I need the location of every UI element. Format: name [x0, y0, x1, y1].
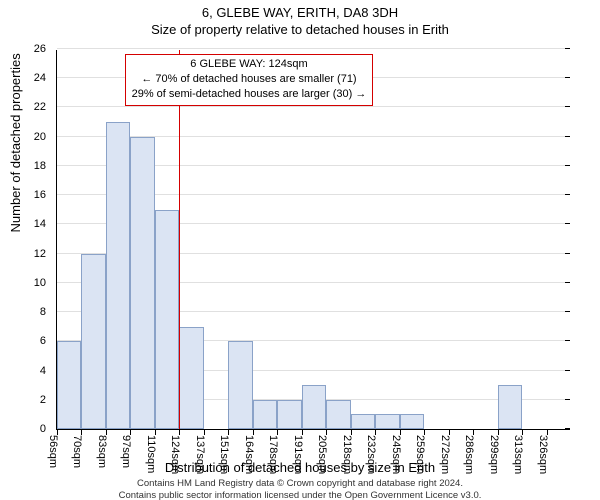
- histogram-bar: [253, 400, 277, 429]
- x-tick-mark: [228, 430, 229, 435]
- histogram-bar: [57, 341, 81, 429]
- histogram-bar: [326, 400, 350, 429]
- gridline: [57, 106, 570, 107]
- y-tick-mark: [565, 165, 570, 166]
- histogram-bar: [351, 414, 375, 429]
- histogram-bar: [498, 385, 522, 429]
- plot-wrap: 0246810121416182022242656sqm70sqm83sqm97…: [56, 50, 570, 430]
- y-tick-label: 8: [40, 306, 57, 318]
- plot-area: 0246810121416182022242656sqm70sqm83sqm97…: [56, 50, 570, 430]
- annotation-line2: ← 70% of detached houses are smaller (71…: [132, 72, 367, 87]
- x-tick-mark: [326, 430, 327, 435]
- y-tick-mark: [565, 282, 570, 283]
- histogram-bar: [81, 254, 105, 429]
- y-axis-label: Number of detached properties: [8, 53, 23, 232]
- y-tick-mark: [565, 311, 570, 312]
- x-tick-mark: [449, 430, 450, 435]
- y-tick-label: 6: [40, 335, 57, 347]
- y-tick-mark: [565, 399, 570, 400]
- x-axis-label: Distribution of detached houses by size …: [0, 460, 600, 475]
- x-tick-mark: [155, 430, 156, 435]
- histogram-bar: [155, 210, 179, 429]
- y-tick-mark: [565, 77, 570, 78]
- chart-title: 6, GLEBE WAY, ERITH, DA8 3DH: [0, 4, 600, 22]
- x-tick-mark: [522, 430, 523, 435]
- histogram-bar: [277, 400, 301, 429]
- x-tick-mark: [57, 430, 58, 435]
- histogram-bar: [228, 341, 252, 429]
- y-tick-label: 26: [34, 43, 57, 55]
- x-tick-mark: [498, 430, 499, 435]
- y-tick-mark: [565, 253, 570, 254]
- histogram-bar: [400, 414, 424, 429]
- x-tick-mark: [81, 430, 82, 435]
- x-tick-mark: [547, 430, 548, 435]
- histogram-bar: [375, 414, 399, 429]
- y-tick-mark: [565, 136, 570, 137]
- x-tick-mark: [253, 430, 254, 435]
- x-tick-mark: [302, 430, 303, 435]
- y-tick-label: 18: [34, 160, 57, 172]
- gridline: [57, 48, 570, 49]
- y-tick-label: 2: [40, 394, 57, 406]
- y-tick-label: 16: [34, 189, 57, 201]
- y-tick-label: 24: [34, 72, 57, 84]
- annotation-box: 6 GLEBE WAY: 124sqm← 70% of detached hou…: [125, 54, 374, 106]
- x-tick-mark: [424, 430, 425, 435]
- y-tick-label: 22: [34, 101, 57, 113]
- footer-attribution: Contains HM Land Registry data © Crown c…: [0, 478, 600, 500]
- x-tick-mark: [204, 430, 205, 435]
- histogram-bar: [302, 385, 326, 429]
- y-tick-mark: [565, 340, 570, 341]
- histogram-bar: [106, 122, 130, 429]
- histogram-bar: [130, 137, 154, 429]
- annotation-line3: 29% of semi-detached houses are larger (…: [132, 87, 367, 102]
- footer-line2: Contains public sector information licen…: [119, 490, 482, 500]
- y-tick-label: 20: [34, 131, 57, 143]
- y-tick-mark: [565, 194, 570, 195]
- reference-line: [179, 50, 180, 429]
- x-tick-mark: [106, 430, 107, 435]
- histogram-bar: [179, 327, 203, 429]
- footer-line1: Contains HM Land Registry data © Crown c…: [137, 478, 463, 489]
- y-tick-label: 4: [40, 365, 57, 377]
- y-tick-mark: [565, 48, 570, 49]
- y-tick-label: 12: [34, 248, 57, 260]
- x-tick-mark: [277, 430, 278, 435]
- x-tick-mark: [130, 430, 131, 435]
- x-tick-mark: [351, 430, 352, 435]
- y-tick-mark: [565, 428, 570, 429]
- x-tick-mark: [179, 430, 180, 435]
- y-tick-mark: [565, 106, 570, 107]
- y-tick-mark: [565, 223, 570, 224]
- x-tick-mark: [400, 430, 401, 435]
- chart-container: 6, GLEBE WAY, ERITH, DA8 3DH Size of pro…: [0, 4, 600, 500]
- annotation-line1: 6 GLEBE WAY: 124sqm: [132, 57, 367, 72]
- y-tick-label: 0: [40, 423, 57, 435]
- chart-subtitle: Size of property relative to detached ho…: [0, 22, 600, 37]
- y-tick-mark: [565, 370, 570, 371]
- y-tick-label: 10: [34, 277, 57, 289]
- x-tick-mark: [375, 430, 376, 435]
- x-tick-mark: [473, 430, 474, 435]
- y-tick-label: 14: [34, 218, 57, 230]
